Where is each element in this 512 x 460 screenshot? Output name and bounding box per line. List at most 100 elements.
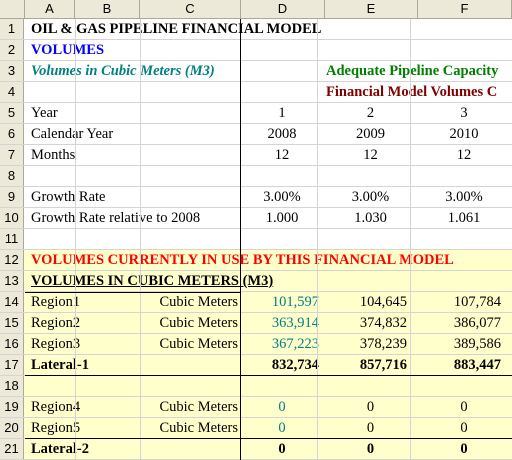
row-header[interactable]: 10 bbox=[0, 208, 24, 228]
cell-d10[interactable]: 1.000 bbox=[265, 210, 299, 226]
row-21: 21 Lateral-2 0 0 0 bbox=[0, 439, 512, 460]
cell-e16[interactable]: 378,239 bbox=[359, 336, 407, 352]
total-row-border bbox=[25, 375, 512, 376]
row-header[interactable]: 13 bbox=[0, 271, 24, 291]
row-header[interactable]: 11 bbox=[0, 229, 24, 249]
cell-d20[interactable]: 0 bbox=[278, 420, 286, 436]
cell-a20[interactable]: Region5 bbox=[31, 420, 81, 436]
row-header[interactable]: 3 bbox=[0, 61, 24, 81]
row-header[interactable]: 5 bbox=[0, 103, 24, 123]
cell-a5[interactable]: Year bbox=[31, 105, 58, 121]
cell-e21[interactable]: 0 bbox=[366, 441, 375, 457]
row-header[interactable]: 12 bbox=[0, 250, 24, 270]
cell-c19[interactable]: Cubic Meters bbox=[159, 399, 238, 415]
cell-a15[interactable]: Region2 bbox=[31, 315, 81, 331]
row-16: 16 Region3 Cubic Meters 367,223 378,239 … bbox=[0, 334, 512, 355]
cell-e15[interactable]: 374,832 bbox=[359, 315, 407, 331]
cell-d7[interactable]: 12 bbox=[274, 147, 290, 163]
row-13: 13 VOLUMES IN CUBIC METERS (M3) bbox=[0, 271, 512, 292]
cell-c20[interactable]: Cubic Meters bbox=[159, 420, 238, 436]
column-header-f[interactable]: F bbox=[418, 0, 512, 18]
cell-d19[interactable]: 0 bbox=[278, 399, 286, 415]
row-15: 15 Region2 Cubic Meters 363,914 374,832 … bbox=[0, 313, 512, 334]
column-header-bar: A B C D E F bbox=[0, 0, 512, 19]
cell-a1[interactable]: OIL & GAS PIPELINE FINANCIAL MODEL bbox=[31, 21, 322, 37]
column-header-d[interactable]: D bbox=[241, 0, 325, 18]
row-20: 20 Region5 Cubic Meters 0 0 0 bbox=[0, 418, 512, 439]
column-header-c[interactable]: C bbox=[140, 0, 241, 18]
cell-a21[interactable]: Lateral-2 bbox=[31, 441, 89, 457]
row-11: 11 bbox=[0, 229, 512, 250]
row-3: 3 Volumes in Cubic Meters (M3) Adequate … bbox=[0, 61, 512, 82]
cell-f20[interactable]: 0 bbox=[460, 420, 468, 436]
cell-e17[interactable]: 857,716 bbox=[359, 357, 407, 373]
cell-d16[interactable]: 367,223 bbox=[271, 336, 319, 352]
cell-a2[interactable]: VOLUMES bbox=[31, 42, 105, 58]
cell-e19[interactable]: 0 bbox=[366, 399, 375, 415]
cell-e9[interactable]: 3.00% bbox=[351, 189, 390, 205]
row-header[interactable]: 6 bbox=[0, 124, 24, 144]
cell-f10[interactable]: 1.061 bbox=[447, 210, 481, 226]
cell-a16[interactable]: Region3 bbox=[31, 336, 81, 352]
row-19: 19 Region4 Cubic Meters 0 0 0 bbox=[0, 397, 512, 418]
row-header[interactable]: 7 bbox=[0, 145, 24, 165]
row-header[interactable]: 9 bbox=[0, 187, 24, 207]
cell-c16[interactable]: Cubic Meters bbox=[159, 336, 238, 352]
cell-d14[interactable]: 101,597 bbox=[271, 294, 319, 310]
row-header[interactable]: 8 bbox=[0, 166, 24, 186]
cell-f9[interactable]: 3.00% bbox=[445, 189, 483, 205]
cell-f6[interactable]: 2010 bbox=[449, 126, 479, 142]
cell-d21[interactable]: 0 bbox=[278, 441, 286, 457]
cell-a19[interactable]: Region4 bbox=[31, 399, 81, 415]
cell-f7[interactable]: 12 bbox=[456, 147, 472, 163]
cell-d15[interactable]: 363,914 bbox=[271, 315, 319, 331]
row-header[interactable]: 18 bbox=[0, 376, 24, 396]
cell-a9[interactable]: Growth Rate bbox=[31, 189, 106, 205]
cell-f16[interactable]: 389,586 bbox=[453, 336, 501, 352]
cell-a3[interactable]: Volumes in Cubic Meters (M3) bbox=[31, 63, 215, 79]
row-header[interactable]: 2 bbox=[0, 40, 24, 60]
row-header[interactable]: 14 bbox=[0, 292, 24, 312]
cell-d5[interactable]: 1 bbox=[278, 105, 286, 121]
cell-e6[interactable]: 2009 bbox=[356, 126, 385, 142]
cell-a13[interactable]: VOLUMES IN CUBIC METERS (M3) bbox=[31, 273, 274, 289]
row-header[interactable]: 16 bbox=[0, 334, 24, 354]
cell-c14[interactable]: Cubic Meters bbox=[159, 294, 238, 310]
cell-f19[interactable]: 0 bbox=[460, 399, 468, 415]
cell-e4[interactable]: Financial Model Volumes C bbox=[326, 84, 498, 100]
row-header[interactable]: 20 bbox=[0, 418, 24, 438]
cell-f17[interactable]: 883,447 bbox=[453, 357, 501, 373]
cell-d17[interactable]: 832,734 bbox=[271, 357, 319, 373]
cell-f14[interactable]: 107,784 bbox=[453, 294, 501, 310]
row-header[interactable]: 19 bbox=[0, 397, 24, 417]
row-8: 8 bbox=[0, 166, 512, 187]
column-header-b[interactable]: B bbox=[75, 0, 140, 18]
cell-f15[interactable]: 386,077 bbox=[453, 315, 501, 331]
cell-e20[interactable]: 0 bbox=[366, 420, 375, 436]
row-header[interactable]: 17 bbox=[0, 355, 24, 375]
cell-d6[interactable]: 2008 bbox=[267, 126, 297, 142]
column-header-a[interactable]: A bbox=[25, 0, 75, 18]
row-header[interactable]: 21 bbox=[0, 439, 24, 459]
select-all-corner[interactable] bbox=[0, 0, 25, 18]
cell-a17[interactable]: Lateral-1 bbox=[31, 357, 89, 373]
cell-d9[interactable]: 3.00% bbox=[263, 189, 301, 205]
cell-e5[interactable]: 2 bbox=[366, 105, 375, 121]
cell-e14[interactable]: 104,645 bbox=[359, 294, 407, 310]
cell-f5[interactable]: 3 bbox=[460, 105, 468, 121]
column-header-e[interactable]: E bbox=[325, 0, 418, 18]
cell-a7[interactable]: Months bbox=[31, 147, 76, 163]
cell-a14[interactable]: Region1 bbox=[31, 294, 81, 310]
cell-e7[interactable]: 12 bbox=[363, 147, 378, 163]
cell-a12[interactable]: VOLUMES CURRENTLY IN USE BY THIS FINANCI… bbox=[31, 252, 454, 268]
cell-c15[interactable]: Cubic Meters bbox=[159, 315, 238, 331]
cell-f21[interactable]: 0 bbox=[460, 441, 468, 457]
cell-e3[interactable]: Adequate Pipeline Capacity bbox=[326, 63, 499, 79]
cell-e10[interactable]: 1.030 bbox=[354, 210, 387, 226]
row-header[interactable]: 4 bbox=[0, 82, 24, 102]
row-header[interactable]: 1 bbox=[0, 19, 24, 39]
row-header[interactable]: 15 bbox=[0, 313, 24, 333]
cell-a10[interactable]: Growth Rate relative to 2008 bbox=[31, 210, 201, 226]
cell-a6[interactable]: Calendar Year bbox=[31, 126, 114, 142]
